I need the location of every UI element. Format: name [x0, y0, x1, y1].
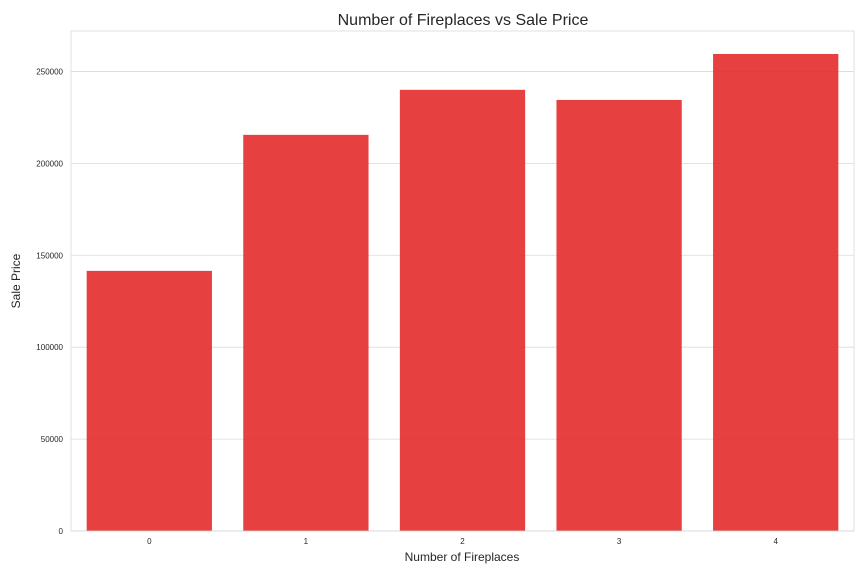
plot-frame	[70, 30, 855, 532]
x-tick-label: 0	[147, 537, 152, 546]
bar-2	[399, 89, 526, 531]
y-tick-label: 250000	[36, 67, 63, 76]
bar-0	[86, 270, 212, 531]
x-tick-label: 4	[773, 537, 778, 546]
y-tick-label: 150000	[36, 251, 63, 260]
y-tick-label: 50000	[41, 435, 64, 444]
y-tick-label: 100000	[36, 343, 63, 352]
bar-1	[243, 134, 369, 531]
y-tick-labels: 0 50000 100000 150000 200000 250000	[36, 67, 63, 536]
y-tick-label: 0	[59, 527, 64, 536]
bar-4	[713, 53, 839, 532]
y-axis-label: Sale Price	[9, 253, 23, 308]
y-tick-label: 200000	[36, 159, 63, 168]
x-tick-label: 3	[617, 537, 622, 546]
x-axis-label: Number of Fireplaces	[405, 550, 520, 564]
x-tick-label: 2	[460, 537, 465, 546]
bars	[86, 53, 839, 532]
x-tick-label: 1	[304, 537, 309, 546]
chart-title: Number of Fireplaces vs Sale Price	[338, 12, 589, 29]
bar-3	[556, 99, 682, 531]
x-tick-labels: 0 1 2 3 4	[147, 537, 778, 546]
